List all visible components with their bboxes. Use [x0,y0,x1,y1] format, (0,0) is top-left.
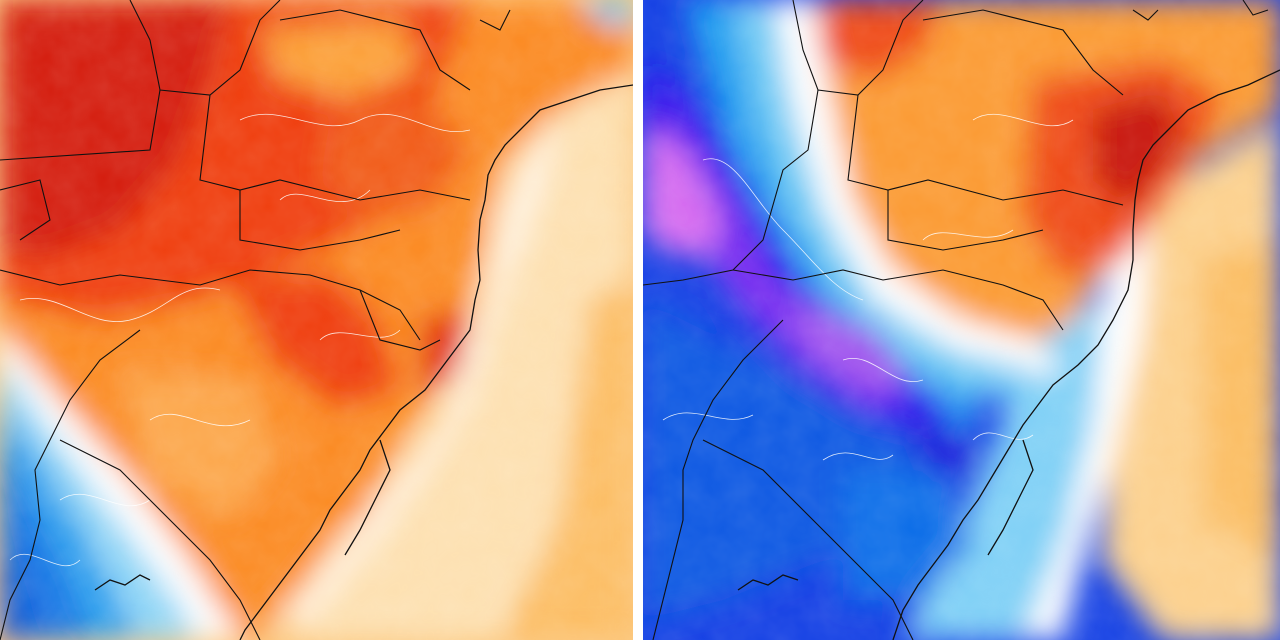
map-panel-right [643,0,1280,640]
political-borders [643,0,1269,640]
coastline [737,69,1280,640]
political-borders [0,0,511,640]
map-panel-left [0,0,633,640]
texture-overlay [643,0,1280,640]
contour-lines [9,113,471,567]
coastline [94,84,633,640]
temperature-anomaly-map-right [643,0,1280,640]
temperature-anomaly-map-left [0,0,633,640]
panel-divider [633,0,643,640]
contour-lines [662,113,1074,461]
texture-overlay [0,0,633,640]
